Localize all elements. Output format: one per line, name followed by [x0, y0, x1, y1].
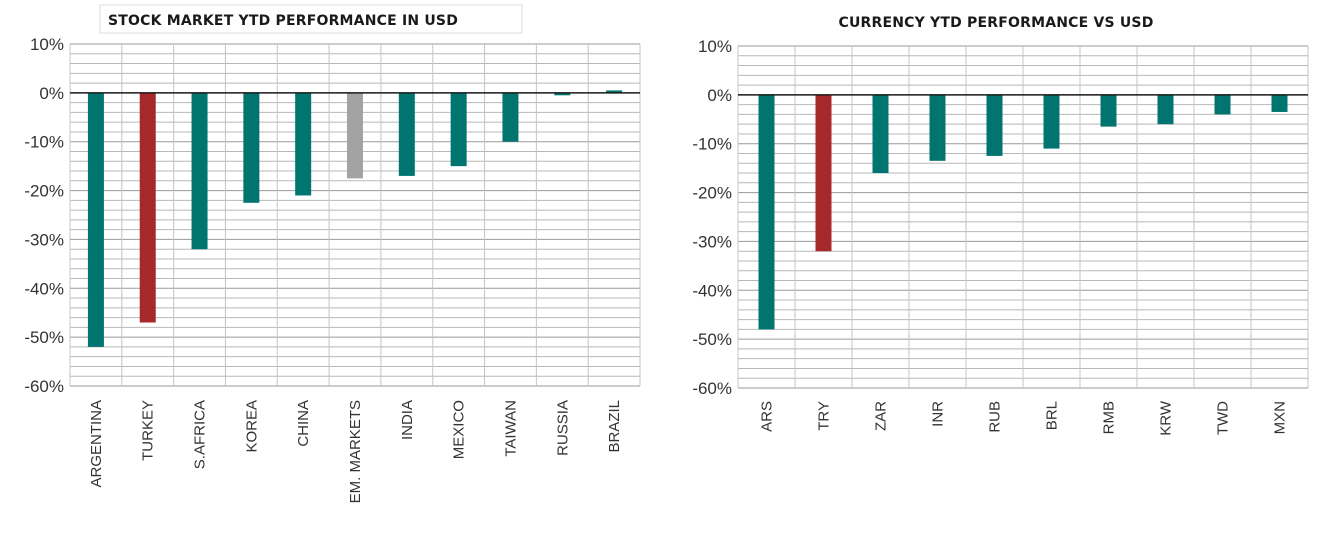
- y-tick-label: -40%: [692, 281, 732, 300]
- y-tick-label: 0%: [707, 86, 732, 105]
- y-tick-label: -10%: [24, 133, 64, 152]
- stock-market-chart: STOCK MARKET YTD PERFORMANCE IN USD 10% 0…: [24, 5, 640, 503]
- x-category-label: BRAZIL: [606, 400, 623, 453]
- x-category-label: TWD: [1215, 401, 1232, 435]
- x-category-label: KRW: [1158, 400, 1175, 436]
- y-tick-label: -50%: [24, 328, 64, 347]
- x-category-label: ARS: [759, 401, 776, 432]
- y-tick-label: -20%: [692, 184, 732, 203]
- y-tick-label: -40%: [24, 279, 64, 298]
- x-category-label: TAIWAN: [502, 400, 519, 457]
- x-category-label: INDIA: [399, 400, 416, 440]
- x-category-label: ZAR: [873, 401, 890, 431]
- bar-taiwan: [502, 93, 518, 142]
- chart-canvas: STOCK MARKET YTD PERFORMANCE IN USD 10% 0…: [0, 0, 1320, 547]
- bar-rmb: [1101, 95, 1117, 127]
- y-tick-label: -50%: [692, 330, 732, 349]
- bar-try: [816, 95, 832, 251]
- currency-chart-x-axis: ARS TRY ZAR INR RUB BRL RMB KRW TWD MXN: [759, 400, 1289, 436]
- currency-chart-title: CURRENCY YTD PERFORMANCE VS USD: [838, 15, 1153, 31]
- bar-mexico: [451, 93, 467, 166]
- y-tick-label: -10%: [692, 135, 732, 154]
- bar-zar: [873, 95, 889, 173]
- bar-krw: [1158, 95, 1174, 124]
- y-tick-label: -60%: [24, 377, 64, 396]
- x-category-label: BRL: [1044, 401, 1061, 430]
- bar-twd: [1215, 95, 1231, 115]
- bar-mxn: [1272, 95, 1288, 112]
- currency-chart: CURRENCY YTD PERFORMANCE VS USD 10% 0% -10…: [692, 15, 1308, 436]
- y-tick-label: 0%: [39, 84, 64, 103]
- bar-ars: [759, 95, 775, 330]
- x-category-label: RMB: [1101, 401, 1118, 434]
- x-category-label: S.AFRICA: [192, 400, 209, 469]
- bar-argentina: [88, 93, 104, 347]
- bar-turkey: [140, 93, 156, 323]
- bar-brl: [1044, 95, 1060, 149]
- x-category-label: TURKEY: [140, 400, 157, 461]
- bar-s-africa: [192, 93, 208, 249]
- stock-chart-bars: [88, 90, 622, 347]
- stock-chart-y-axis: 10% 0% -10% -20% -30% -40% -50% -60%: [24, 35, 64, 396]
- currency-chart-y-axis: 10% 0% -10% -20% -30% -40% -50% -60%: [692, 37, 732, 398]
- x-category-label: ARGENTINA: [88, 400, 105, 488]
- stock-chart-x-axis: ARGENTINA TURKEY S.AFRICA KOREA CHINA EM. MAR…: [88, 400, 623, 503]
- y-tick-label: 10%: [698, 37, 732, 56]
- bar-rub: [987, 95, 1003, 156]
- y-tick-label: -60%: [692, 379, 732, 398]
- bar-em-markets: [347, 93, 363, 179]
- x-category-label: EM. MARKETS: [347, 400, 364, 503]
- bar-korea: [243, 93, 259, 203]
- bar-inr: [930, 95, 946, 161]
- y-tick-label: -30%: [24, 230, 64, 249]
- x-category-label: MEXICO: [451, 400, 468, 459]
- y-tick-label: -20%: [24, 182, 64, 201]
- x-category-label: MXN: [1272, 401, 1289, 434]
- y-tick-label: 10%: [30, 35, 64, 54]
- x-category-label: TRY: [816, 401, 833, 431]
- stock-chart-title: STOCK MARKET YTD PERFORMANCE IN USD: [108, 13, 458, 29]
- x-category-label: INR: [930, 401, 947, 427]
- x-category-label: RUSSIA: [554, 400, 571, 456]
- bar-china: [295, 93, 311, 196]
- bar-india: [399, 93, 415, 176]
- x-category-label: CHINA: [295, 400, 312, 447]
- x-category-label: RUB: [987, 401, 1004, 433]
- y-tick-label: -30%: [692, 232, 732, 251]
- x-category-label: KOREA: [243, 400, 260, 453]
